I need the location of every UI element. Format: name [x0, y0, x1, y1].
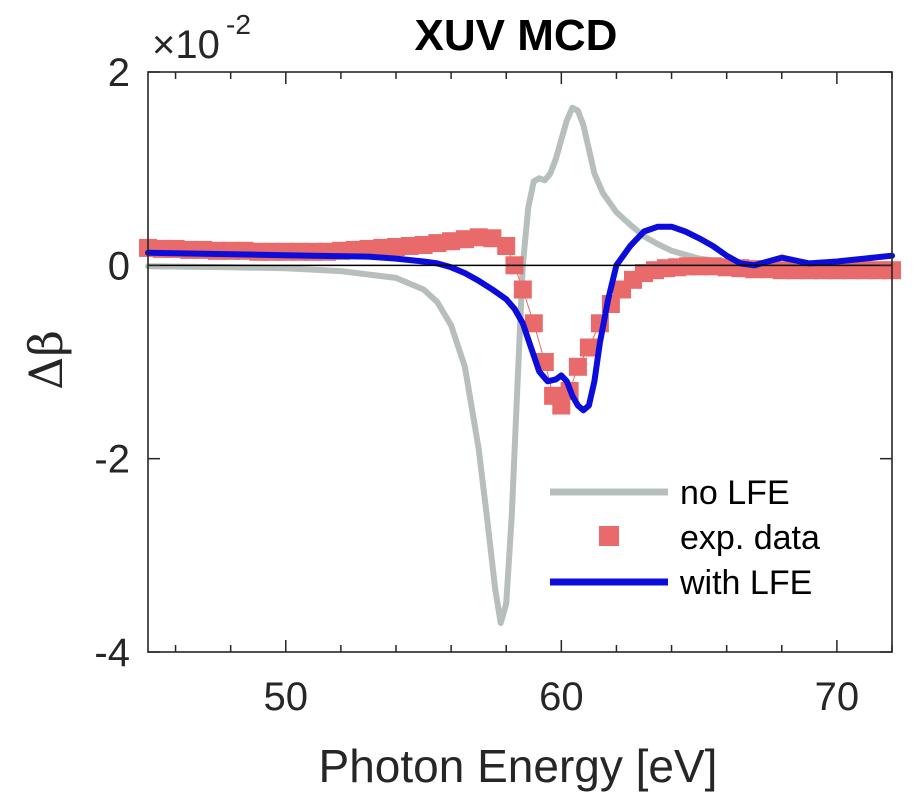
legend-label-no-lfe: no LFE — [680, 474, 790, 512]
x-tick-label: 50 — [264, 675, 309, 719]
legend-label-exp-data: exp. data — [680, 519, 820, 557]
data-point — [497, 237, 516, 255]
data-point — [400, 237, 419, 255]
data-point — [717, 258, 736, 277]
data-point — [552, 396, 571, 415]
data-point — [387, 238, 405, 256]
data-point — [442, 232, 461, 251]
data-point — [414, 236, 433, 254]
data-point — [690, 257, 709, 276]
data-point — [483, 229, 502, 248]
data-point — [524, 314, 543, 333]
y-tick-label: 0 — [108, 244, 130, 288]
y-tick-label: 2 — [108, 51, 130, 95]
axes-box — [147, 71, 893, 653]
y-tick-label: -4 — [94, 631, 130, 675]
x-tick-label: 60 — [539, 675, 584, 719]
tick-layer: 50 60 70 -4 -2 0 2 — [94, 51, 893, 719]
series-line-0 — [145, 104, 895, 626]
legend: no LFE exp. data with LFE — [550, 474, 820, 602]
y-axis-label: Δβ — [19, 330, 73, 390]
data-point — [568, 357, 587, 376]
y-multiplier-base: ×10 — [152, 23, 220, 67]
data-point — [359, 239, 378, 258]
legend-label-with-lfe: with LFE — [679, 564, 812, 602]
data-point — [513, 280, 532, 299]
data-point — [469, 228, 488, 247]
data-point — [373, 238, 392, 257]
data-point — [579, 338, 598, 357]
y-multiplier: ×10 -2 — [152, 9, 251, 67]
y-tick-label: -2 — [94, 438, 130, 482]
data-point — [455, 230, 474, 249]
legend-swatch-exp-data — [599, 526, 619, 546]
data-point — [428, 234, 447, 253]
y-multiplier-exponent: -2 — [226, 9, 251, 40]
data-point — [703, 257, 722, 276]
chart-title: XUV MCD — [415, 11, 618, 60]
x-axis-label: Photon Energy [eV] — [319, 740, 718, 792]
x-tick-label: 70 — [815, 675, 860, 719]
